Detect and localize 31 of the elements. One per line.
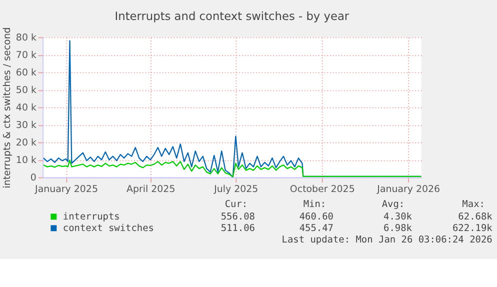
text: 4.30k bbox=[384, 212, 412, 223]
text: 460.60 bbox=[299, 212, 334, 223]
text: 455.47 bbox=[299, 223, 334, 234]
text: 62.68k bbox=[458, 212, 493, 223]
x-tick-label: January 2025 bbox=[34, 184, 98, 195]
x-tick-label: January 2026 bbox=[376, 184, 440, 195]
y-tick-label: 0 bbox=[30, 172, 36, 184]
text: 511.06 bbox=[220, 223, 256, 234]
text: Max: bbox=[462, 199, 485, 210]
text: 622.19k bbox=[452, 223, 493, 234]
x-tick-label: April 2025 bbox=[126, 184, 176, 195]
y-tick-label: 10 k bbox=[16, 155, 37, 166]
y-tick-label: 60 k bbox=[16, 68, 37, 79]
text: Last update: Mon Jan 26 03:06:24 2026 bbox=[282, 234, 493, 246]
y-tick-label: 50 k bbox=[16, 85, 37, 96]
y-tick-label: 80 k bbox=[16, 32, 37, 44]
text: Avg: bbox=[382, 199, 405, 210]
y-tick-label: 20 k bbox=[16, 138, 37, 149]
y-tick-label: 70 k bbox=[16, 50, 37, 62]
y-tick-label: 40 k bbox=[16, 102, 37, 114]
text: 556.08 bbox=[220, 212, 256, 223]
chart-title: Interrupts and context switches - by year bbox=[114, 8, 350, 23]
y-tick-label: 30 k bbox=[16, 120, 37, 132]
text: Cur: bbox=[224, 199, 248, 210]
y-axis-title: interrupts & ctx switches / second bbox=[2, 27, 14, 188]
legend-label: context switches bbox=[62, 223, 154, 234]
text: 6.98k bbox=[384, 223, 412, 234]
legend-label: interrupts bbox=[62, 212, 120, 223]
x-tick-label: October 2025 bbox=[290, 184, 355, 195]
text: Min: bbox=[303, 199, 326, 210]
x-tick-label: July 2025 bbox=[213, 184, 258, 195]
